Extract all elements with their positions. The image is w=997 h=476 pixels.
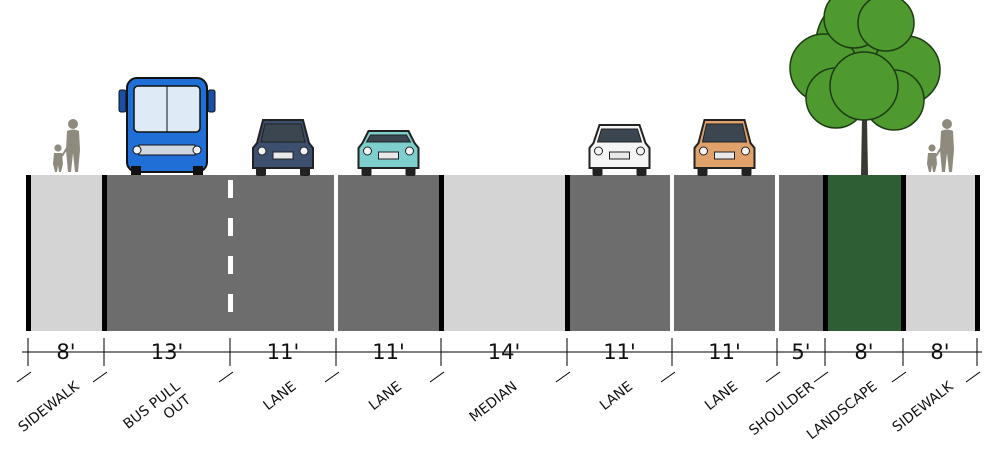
car-icon bbox=[357, 130, 420, 176]
tree-icon bbox=[789, 0, 941, 175]
segment-width: 8' bbox=[854, 340, 873, 364]
leader-tick bbox=[765, 371, 781, 383]
curb-line bbox=[901, 175, 906, 331]
pedestrians-icon bbox=[927, 119, 954, 172]
curb-line bbox=[823, 175, 828, 331]
surface-landscape bbox=[825, 175, 903, 331]
segment-width: 5' bbox=[791, 340, 810, 364]
surface-road bbox=[672, 175, 777, 331]
leader-tick bbox=[813, 371, 829, 383]
segment-label: SIDEWALK bbox=[890, 378, 957, 436]
surface-road bbox=[230, 175, 336, 331]
segment-width: 11' bbox=[708, 340, 741, 364]
dashed-lane-marking bbox=[228, 180, 233, 198]
solid-lane-marking bbox=[775, 175, 779, 331]
leader-tick bbox=[965, 371, 981, 383]
leader-tick bbox=[92, 371, 108, 383]
surface-road bbox=[336, 175, 441, 331]
segment-label: LANE bbox=[597, 379, 636, 414]
leader-tick bbox=[324, 371, 340, 383]
curb-line bbox=[975, 175, 980, 331]
leader-tick bbox=[891, 371, 907, 383]
surface-median bbox=[441, 175, 567, 331]
surface-sidewalk bbox=[28, 175, 104, 331]
leader-tick bbox=[16, 371, 32, 383]
curb-line bbox=[439, 175, 444, 331]
segment-width: 11' bbox=[603, 340, 636, 364]
leader-tick bbox=[555, 371, 571, 383]
leader-tick bbox=[429, 371, 445, 383]
segment-label: LANDSCAPE bbox=[804, 379, 880, 444]
segment-label: MEDIAN bbox=[467, 379, 521, 426]
segment-width: 8' bbox=[930, 340, 949, 364]
bus-icon bbox=[118, 77, 216, 175]
pedestrians-icon bbox=[53, 119, 80, 172]
segment-width: 11' bbox=[372, 340, 405, 364]
segment-label: SIDEWALK bbox=[16, 378, 83, 436]
solid-lane-marking bbox=[670, 175, 674, 331]
curb-line bbox=[26, 175, 31, 331]
dashed-lane-marking bbox=[228, 256, 233, 274]
segment-width: 14' bbox=[488, 340, 521, 364]
surface-road bbox=[777, 175, 825, 331]
segment-label: LANE bbox=[702, 379, 741, 414]
surface-sidewalk bbox=[903, 175, 977, 331]
car-icon bbox=[252, 119, 314, 176]
segment-width: 8' bbox=[56, 340, 75, 364]
curb-line bbox=[102, 175, 107, 331]
curb-line bbox=[565, 175, 570, 331]
solid-lane-marking bbox=[334, 175, 338, 331]
surface-road bbox=[567, 175, 672, 331]
segment-label: BUS PULLOUT bbox=[120, 378, 194, 446]
dashed-lane-marking bbox=[228, 218, 233, 236]
car-icon bbox=[693, 119, 756, 176]
segment-width: 13' bbox=[151, 340, 184, 364]
segment-width: 11' bbox=[267, 340, 300, 364]
segment-label: LANE bbox=[366, 379, 405, 414]
car-icon bbox=[588, 124, 651, 176]
leader-tick bbox=[218, 371, 234, 383]
surface-road bbox=[104, 175, 230, 331]
dashed-lane-marking bbox=[228, 294, 233, 312]
segment-label: LANE bbox=[260, 379, 299, 414]
leader-tick bbox=[660, 371, 676, 383]
